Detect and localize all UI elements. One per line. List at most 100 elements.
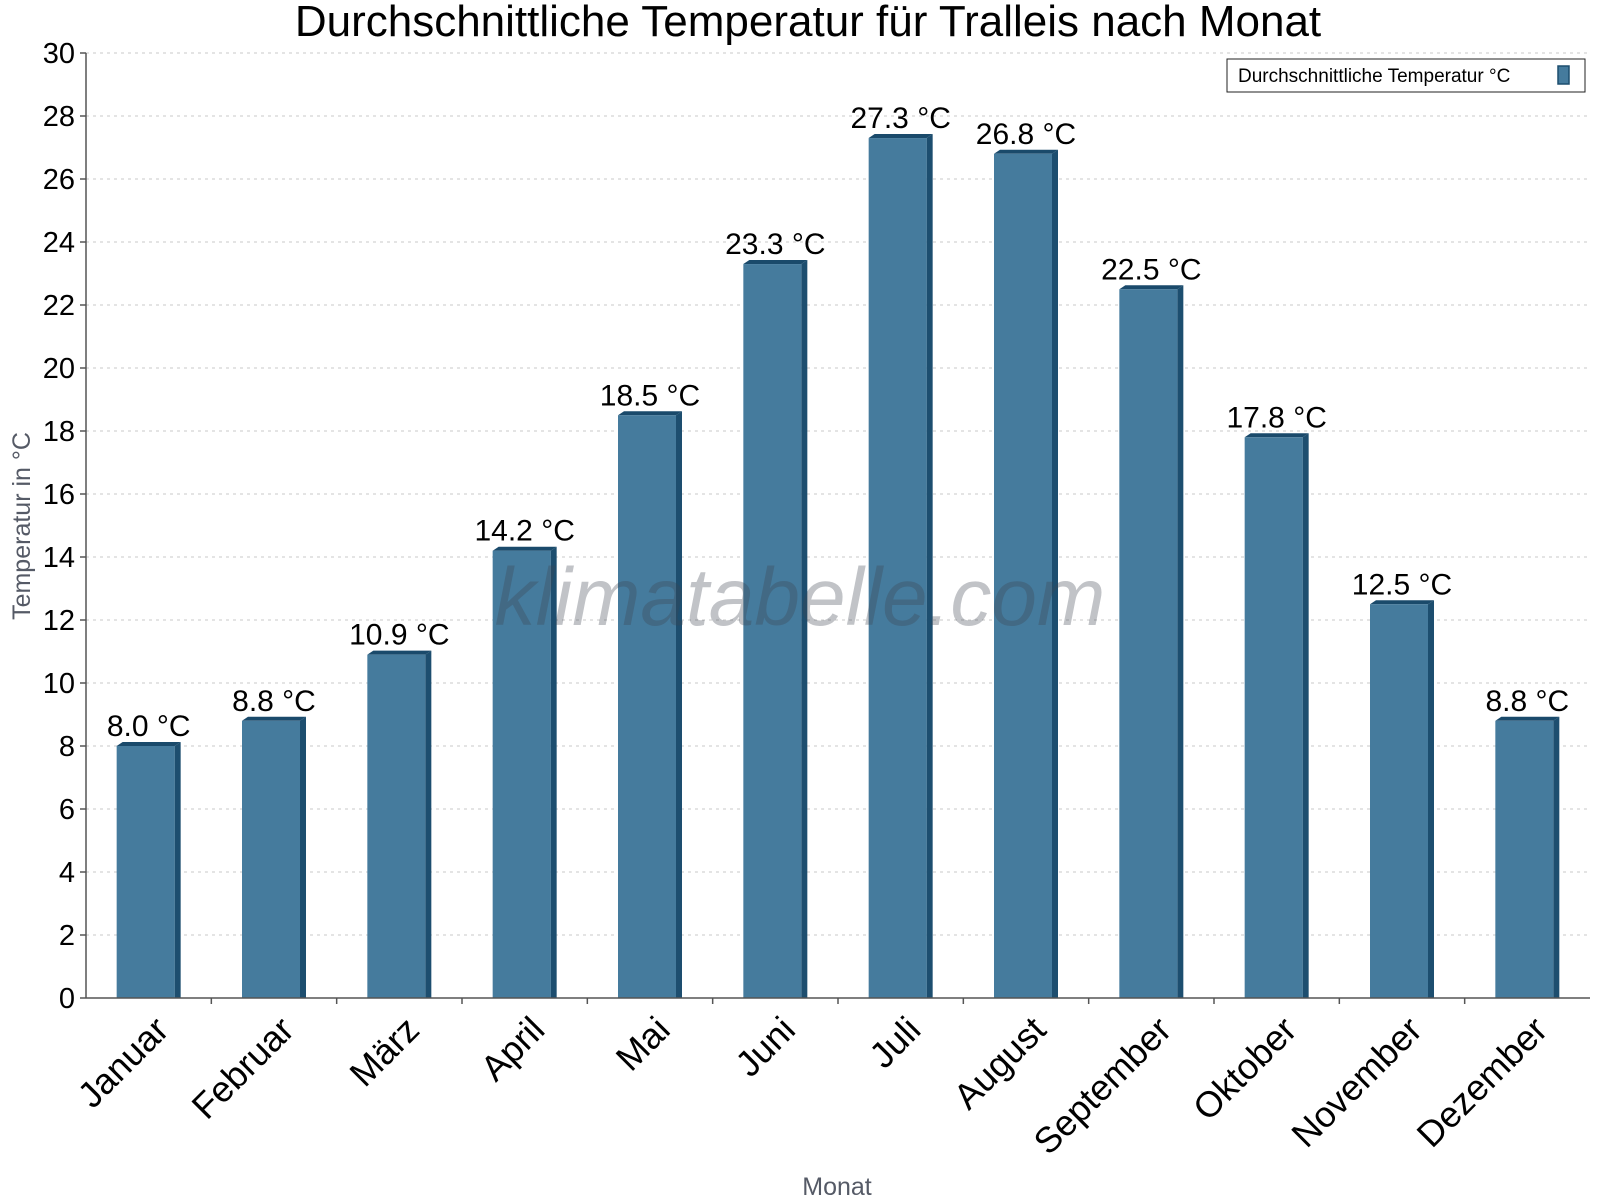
bar-5: [743, 260, 808, 998]
data-label: 12.5 °C: [1352, 568, 1452, 601]
y-tick-label: 4: [59, 857, 75, 889]
x-tick-label: November: [1283, 1009, 1429, 1155]
bar-face: [1244, 437, 1303, 998]
data-label: 8.8 °C: [1485, 685, 1569, 718]
bar-face: [743, 264, 802, 998]
bar-top: [1244, 433, 1309, 438]
y-tick-label: 30: [43, 38, 75, 70]
y-tick-label: 6: [59, 794, 75, 826]
bar-side: [300, 716, 306, 998]
x-tick-label: Dezember: [1409, 1009, 1555, 1155]
y-tick-label: 16: [43, 479, 75, 511]
x-tick-label: Mai: [608, 1009, 678, 1079]
legend-box: [1226, 58, 1586, 93]
bar-side: [425, 650, 432, 998]
data-label: 23.3 °C: [725, 228, 825, 261]
y-axis-title: Temperatur in °C: [8, 432, 36, 620]
chart-title: Durchschnittliche Temperatur für Trallei…: [295, 0, 1321, 46]
y-tick-label: 0: [59, 983, 75, 1015]
bar-side: [550, 546, 557, 998]
bar-top: [618, 411, 682, 416]
bar-top: [743, 260, 808, 265]
x-axis-ticks: Januar Februar März April Mai Juni Juli AugustS…: [69, 998, 1555, 1162]
y-tick-label: 14: [43, 542, 75, 574]
legend-swatch: [1557, 65, 1570, 85]
bar-face: [994, 153, 1052, 999]
bar-side: [676, 411, 682, 998]
y-tick-label: 2: [59, 920, 75, 952]
x-tick-label: September: [1025, 1009, 1179, 1163]
bar-side: [1428, 600, 1434, 998]
data-label: 18.5 °C: [600, 379, 700, 412]
bar-side: [926, 134, 933, 999]
legend: Durchschnittliche Temperatur °C: [1226, 58, 1586, 93]
y-tick-label: 8: [59, 731, 75, 763]
x-tick-label: Juli: [861, 1009, 928, 1076]
data-label: 14.2 °C: [474, 515, 574, 548]
data-label: 26.8 °C: [976, 118, 1076, 151]
bar-10: [1370, 600, 1434, 998]
bar-face: [367, 654, 426, 998]
bar-top: [994, 149, 1058, 154]
y-tick-label: 18: [43, 416, 75, 448]
x-tick-label: Januar: [69, 1009, 176, 1116]
y-tick-label: 28: [43, 101, 75, 133]
bar-side: [801, 260, 808, 998]
x-tick-label: März: [341, 1009, 427, 1095]
data-label: 27.3 °C: [850, 102, 950, 135]
bar-2: [367, 650, 432, 998]
bar-side: [1177, 285, 1184, 998]
x-tick-label: Februar: [184, 1009, 302, 1127]
bar-face: [868, 138, 927, 999]
data-label: 10.9 °C: [349, 619, 449, 652]
bar-face: [1495, 720, 1554, 998]
bar-top: [868, 134, 933, 139]
data-label: 22.5 °C: [1101, 253, 1201, 286]
bar-side: [1052, 149, 1058, 999]
watermark: klimatabelle.com: [495, 552, 1106, 643]
legend-label: Durchschnittliche Temperatur °C: [1238, 66, 1510, 87]
bar-side: [1302, 433, 1309, 998]
y-tick-label: 10: [43, 668, 75, 700]
data-label: 17.8 °C: [1226, 401, 1326, 434]
bar-face: [242, 720, 300, 998]
y-tick-label: 26: [43, 164, 75, 196]
bar-1: [242, 716, 306, 998]
bar-9: [1244, 433, 1309, 998]
bar-face: [1370, 604, 1428, 998]
y-tick-label: 24: [43, 227, 75, 259]
bar-side: [174, 742, 181, 998]
bar-top: [492, 546, 557, 551]
bar-top: [367, 650, 432, 655]
x-tick-label: Juni: [727, 1009, 803, 1085]
x-tick-label: August: [945, 1009, 1053, 1117]
bars: [116, 134, 1560, 999]
data-label: 8.8 °C: [232, 685, 316, 718]
bar-side: [1553, 716, 1560, 998]
y-tick-label: 12: [43, 605, 75, 637]
x-tick-label: Oktober: [1185, 1009, 1305, 1129]
bar-top: [1370, 600, 1434, 605]
bar-6: [868, 134, 933, 999]
bar-top: [1495, 716, 1560, 721]
bar-3: [492, 546, 557, 998]
bar-face: [492, 550, 551, 998]
bar-4: [618, 411, 682, 998]
bar-top: [242, 716, 306, 721]
bar-top: [1119, 285, 1184, 290]
bar-11: [1495, 716, 1560, 998]
data-labels: 8.0 °C 8.8 °C 10.9 °C 14.2 °C 18.5 °C 23.3 °C…: [107, 102, 1569, 743]
bar-face: [618, 415, 676, 998]
bar-face: [1119, 289, 1178, 998]
y-tick-label: 20: [43, 353, 75, 385]
x-tick-label: April: [472, 1009, 552, 1089]
bar-0: [116, 742, 181, 998]
y-tick-label: 22: [43, 290, 75, 322]
gridlines: [86, 52, 1590, 936]
bar-top: [116, 742, 181, 746]
bar-face: [116, 746, 175, 998]
data-label: 8.0 °C: [107, 710, 191, 743]
